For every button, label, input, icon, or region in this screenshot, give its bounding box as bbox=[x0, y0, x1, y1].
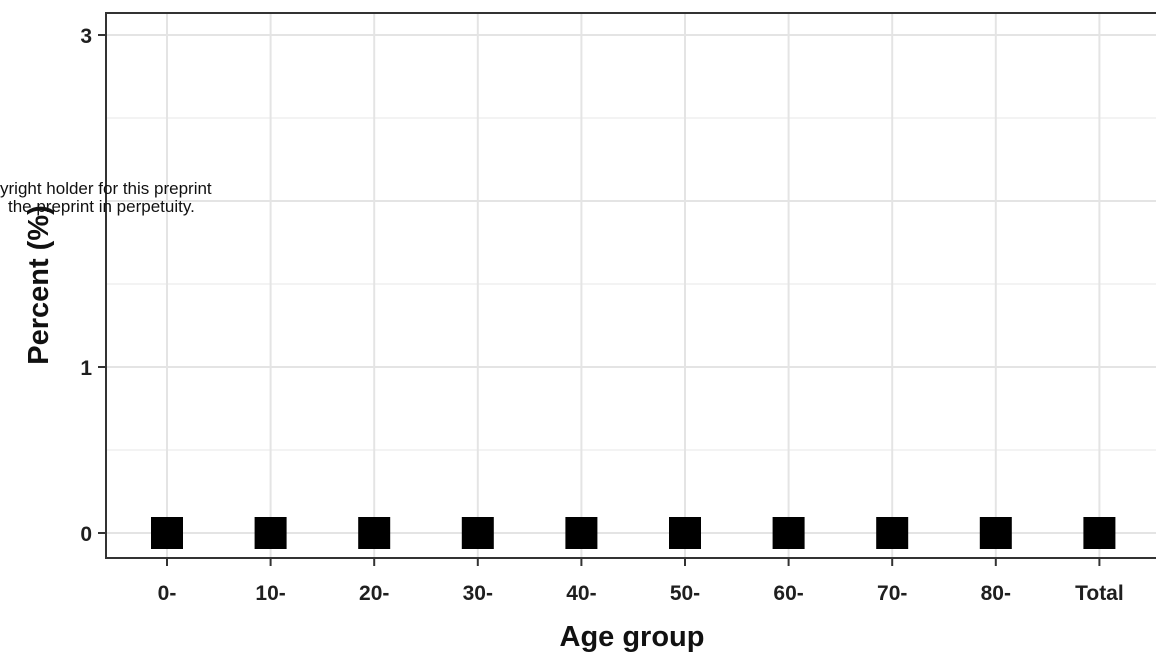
x-tick-label: 10- bbox=[255, 582, 285, 605]
data-point bbox=[151, 517, 183, 549]
data-point bbox=[1083, 517, 1116, 549]
x-tick-label: 50- bbox=[670, 582, 700, 605]
grid-major bbox=[106, 13, 1156, 558]
x-tick-label: 60- bbox=[773, 582, 803, 605]
x-axis-title: Age group bbox=[560, 621, 705, 653]
data-point bbox=[254, 517, 287, 549]
data-point bbox=[772, 517, 805, 549]
data-point bbox=[461, 517, 494, 549]
x-tick-label: 30- bbox=[463, 582, 493, 605]
data-point bbox=[979, 517, 1012, 549]
data-point bbox=[876, 517, 909, 549]
data-point bbox=[358, 517, 391, 549]
grid-minor bbox=[106, 117, 1156, 451]
data-points bbox=[151, 517, 1116, 549]
x-tick-label: Total bbox=[1075, 582, 1124, 605]
x-tick-label: 80- bbox=[981, 582, 1011, 605]
x-axis: 0- 10- 20- 30- 40- 50- 60- 70- 80- Total bbox=[158, 558, 1124, 605]
data-point bbox=[669, 517, 701, 549]
y-tick-label: 3 bbox=[80, 25, 92, 48]
preprint-notice-line-1: yright holder for this preprint bbox=[0, 179, 212, 198]
y-axis-title: Percent (%) bbox=[23, 205, 55, 365]
data-point bbox=[565, 517, 598, 549]
y-axis: 0 1 3 bbox=[80, 25, 106, 546]
y-tick-label: 0 bbox=[80, 523, 92, 546]
panel-border bbox=[105, 12, 1156, 559]
preprint-notice-line-2: the preprint in perpetuity. bbox=[8, 197, 195, 216]
x-tick-label: 0- bbox=[158, 582, 177, 605]
x-tick-label: 70- bbox=[877, 582, 907, 605]
y-tick-label: 1 bbox=[80, 357, 92, 380]
x-tick-label: 40- bbox=[566, 582, 596, 605]
x-tick-label: 20- bbox=[359, 582, 389, 605]
